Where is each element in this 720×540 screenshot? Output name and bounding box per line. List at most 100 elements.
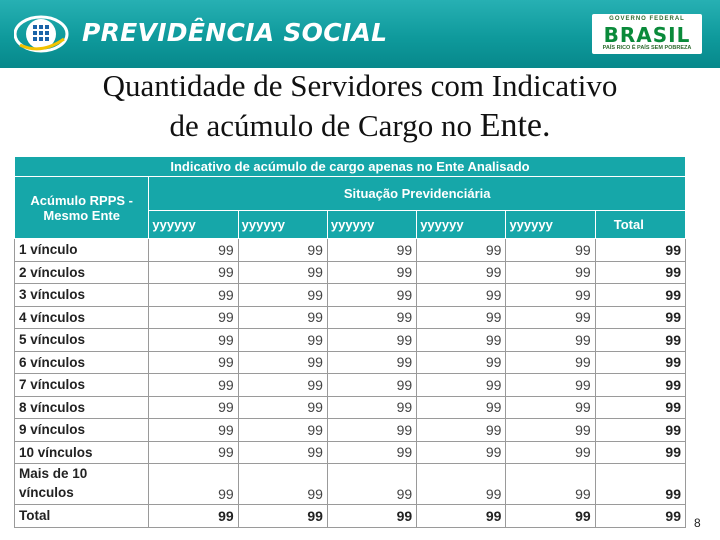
value-cell: 99 xyxy=(416,350,507,374)
row-label: Total xyxy=(13,504,150,528)
value-cell: 99 xyxy=(416,504,507,528)
value-cell: 99 xyxy=(505,373,596,397)
value-cell: 99 xyxy=(237,238,328,262)
value-cell: 99 xyxy=(505,463,596,505)
value-cell: 99 xyxy=(148,328,239,352)
value-cell: 99 xyxy=(416,373,507,397)
value-cell: 99 xyxy=(148,463,239,505)
column-header: yyyyyy xyxy=(148,210,239,239)
row-header-cell: Acúmulo RPPS - Mesmo Ente xyxy=(13,176,150,239)
value-cell: 99 xyxy=(326,350,418,374)
table-row: 10 vínculos 99 99 99 99 99 99 xyxy=(13,440,687,464)
value-cell: 99 xyxy=(326,440,418,464)
column-header: yyyyyy xyxy=(505,210,596,239)
table-row: 5 vínculos 99 99 99 99 99 99 xyxy=(13,328,687,352)
row-total-cell: 99 xyxy=(594,328,687,352)
row-label: 6 vínculos xyxy=(13,350,150,374)
value-cell: 99 xyxy=(505,395,596,419)
value-cell: 99 xyxy=(148,395,239,419)
gov-slogan: PAÍS RICO É PAÍS SEM POBREZA xyxy=(602,45,692,51)
value-cell: 99 xyxy=(326,504,418,528)
brand-title: PREVIDÊNCIA SOCIAL xyxy=(82,18,388,47)
value-cell: 99 xyxy=(416,328,507,352)
value-cell: 99 xyxy=(416,260,507,284)
value-cell: 99 xyxy=(148,238,239,262)
table-row: Mais de 10 vínculos 99 99 99 99 99 99 xyxy=(13,463,687,505)
value-cell: 99 xyxy=(326,463,418,505)
data-table: Indicativo de acúmulo de cargo apenas no… xyxy=(13,156,687,528)
value-cell: 99 xyxy=(505,283,596,307)
value-cell: 99 xyxy=(326,328,418,352)
title-line-2-text: de acúmulo de Cargo no xyxy=(169,108,472,143)
row-label: 8 vínculos xyxy=(13,395,150,419)
value-cell: 99 xyxy=(505,418,596,442)
row-label: Mais de 10 vínculos xyxy=(13,463,150,505)
row-total-cell: 99 xyxy=(594,395,687,419)
value-cell: 99 xyxy=(416,305,507,329)
table-group-row: Acúmulo RPPS - Mesmo Ente Situação Previ… xyxy=(13,176,686,239)
value-cell: 99 xyxy=(237,395,328,419)
row-label: 5 vínculos xyxy=(13,328,150,352)
value-cell: 99 xyxy=(237,418,328,442)
value-cell: 99 xyxy=(505,440,596,464)
value-cell: 99 xyxy=(416,238,507,262)
slide-title: Quantidade de Servidores com Indicativo … xyxy=(0,66,720,146)
table-row: 3 vínculos 99 99 99 99 99 99 xyxy=(13,283,687,307)
value-cell: 99 xyxy=(148,440,239,464)
row-label: 3 vínculos xyxy=(13,283,150,307)
group-header-cell: Situação Previdenciária xyxy=(148,176,686,211)
row-total-cell: 99 xyxy=(594,440,687,464)
table-banner: Indicativo de acúmulo de cargo apenas no… xyxy=(14,156,686,177)
column-header: yyyyyy xyxy=(416,210,507,239)
value-cell: 99 xyxy=(505,305,596,329)
data-table-container: Indicativo de acúmulo de cargo apenas no… xyxy=(13,156,687,528)
header-banner: PREVIDÊNCIA SOCIAL GOVERNO FEDERAL BRASI… xyxy=(0,0,720,68)
value-cell: 99 xyxy=(505,350,596,374)
value-cell: 99 xyxy=(237,328,328,352)
row-total-cell: 99 xyxy=(594,283,687,307)
table-row: 9 vínculos 99 99 99 99 99 99 xyxy=(13,418,687,442)
value-cell: 99 xyxy=(148,283,239,307)
value-cell: 99 xyxy=(237,463,328,505)
value-cell: 99 xyxy=(148,504,239,528)
value-cell: 99 xyxy=(326,238,418,262)
table-row: 2 vínculos 99 99 99 99 99 99 xyxy=(13,260,687,284)
row-total-cell: 99 xyxy=(594,373,687,397)
title-line-1: Quantidade de Servidores com Indicativo xyxy=(102,68,618,103)
row-total-cell: 99 xyxy=(594,463,687,505)
value-cell: 99 xyxy=(326,418,418,442)
value-cell: 99 xyxy=(326,283,418,307)
table-row: Total 99 99 99 99 99 99 xyxy=(13,504,687,528)
title-line-2-big: Ente. xyxy=(479,107,551,144)
value-cell: 99 xyxy=(416,395,507,419)
value-cell: 99 xyxy=(505,504,596,528)
value-cell: 99 xyxy=(237,440,328,464)
row-total-cell: 99 xyxy=(594,418,687,442)
gov-top-text: GOVERNO FEDERAL xyxy=(609,16,685,22)
value-cell: 99 xyxy=(237,373,328,397)
column-header: yyyyyy xyxy=(237,210,328,239)
value-cell: 99 xyxy=(505,328,596,352)
value-cell: 99 xyxy=(148,260,239,284)
value-cell: 99 xyxy=(148,373,239,397)
value-cell: 99 xyxy=(505,238,596,262)
governo-federal-logo: GOVERNO FEDERAL BRASIL PAÍS RICO É PAÍS … xyxy=(592,14,702,54)
value-cell: 99 xyxy=(416,463,507,505)
table-row: 1 vínculo 99 99 99 99 99 99 xyxy=(13,238,687,262)
table-row: 6 vínculos 99 99 99 99 99 99 xyxy=(13,350,687,374)
row-label: 1 vínculo xyxy=(13,238,150,262)
value-cell: 99 xyxy=(237,305,328,329)
table-banner-row: Indicativo de acúmulo de cargo apenas no… xyxy=(14,156,686,177)
value-cell: 99 xyxy=(148,350,239,374)
row-label: 7 vínculos xyxy=(13,373,150,397)
value-cell: 99 xyxy=(326,305,418,329)
column-header-total: Total xyxy=(594,210,687,239)
column-header-row: yyyyyy yyyyyy yyyyyy yyyyyy yyyyyy Total xyxy=(15,210,687,239)
column-header: yyyyyy xyxy=(326,210,418,239)
value-cell: 99 xyxy=(237,504,328,528)
row-total-cell: 99 xyxy=(594,238,687,262)
value-cell: 99 xyxy=(148,418,239,442)
value-cell: 99 xyxy=(326,373,418,397)
value-cell: 99 xyxy=(237,350,328,374)
value-cell: 99 xyxy=(148,305,239,329)
